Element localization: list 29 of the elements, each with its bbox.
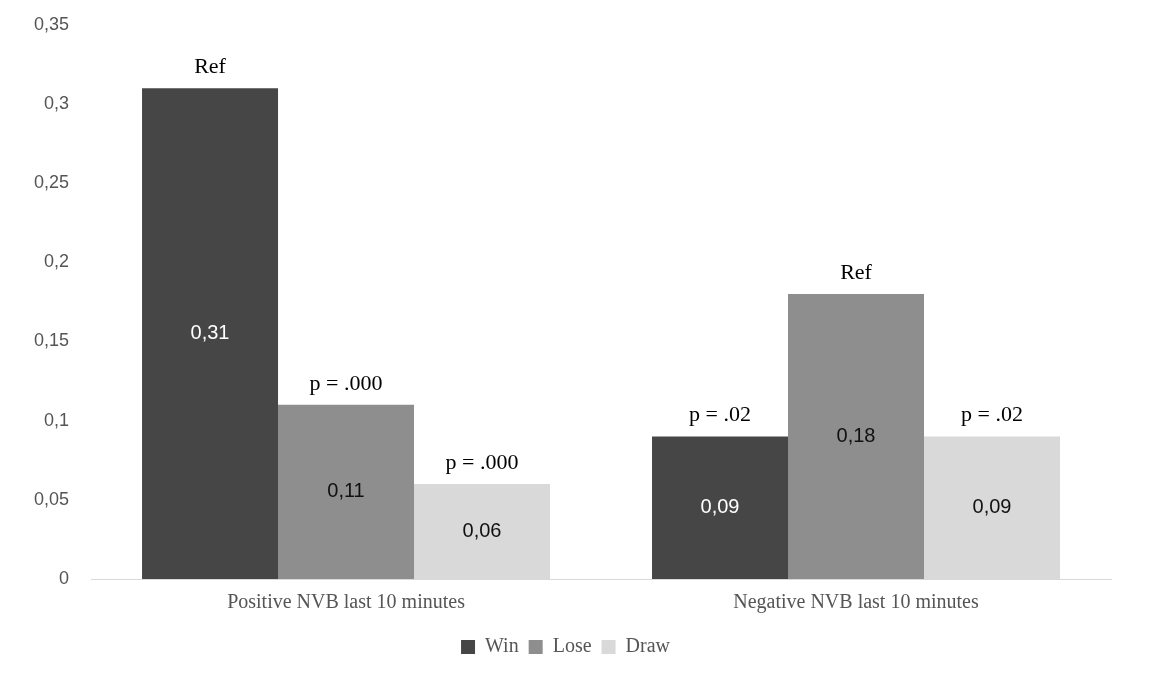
bar <box>142 88 279 579</box>
x-tick-label: Positive NVB last 10 minutes <box>227 590 466 613</box>
data-label: 0,18 <box>836 424 876 447</box>
bar <box>278 404 415 579</box>
y-tick-label: 0,25 <box>33 172 70 193</box>
y-tick-label: 0,15 <box>33 330 70 351</box>
data-label: 0,06 <box>462 519 502 542</box>
annotation: Ref <box>194 52 227 78</box>
data-label: 0,09 <box>700 495 740 518</box>
legend-label: Lose <box>552 634 592 657</box>
legend-label: Draw <box>625 634 671 657</box>
y-tick-label: 0 <box>59 567 70 588</box>
y-tick-label: 0,3 <box>44 92 70 113</box>
bar <box>788 293 925 579</box>
data-label: 0,09 <box>972 495 1012 518</box>
x-tick-label: Negative NVB last 10 minutes <box>733 590 979 614</box>
annotation: p = .000 <box>309 369 383 395</box>
y-tick-label: 0,1 <box>44 409 70 430</box>
y-tick-label: 0,35 <box>33 13 70 34</box>
legend-label: Win <box>485 634 519 657</box>
annotation: Ref <box>840 258 873 284</box>
annotation: p = .02 <box>689 401 751 427</box>
annotation: p = .02 <box>961 401 1023 427</box>
data-label: 0,11 <box>327 479 365 502</box>
annotation: p = .000 <box>445 448 519 474</box>
y-tick-label: 0,05 <box>33 488 70 509</box>
y-tick-label: 0,2 <box>44 251 70 272</box>
data-label: 0,31 <box>190 321 230 344</box>
bar <box>652 436 789 579</box>
